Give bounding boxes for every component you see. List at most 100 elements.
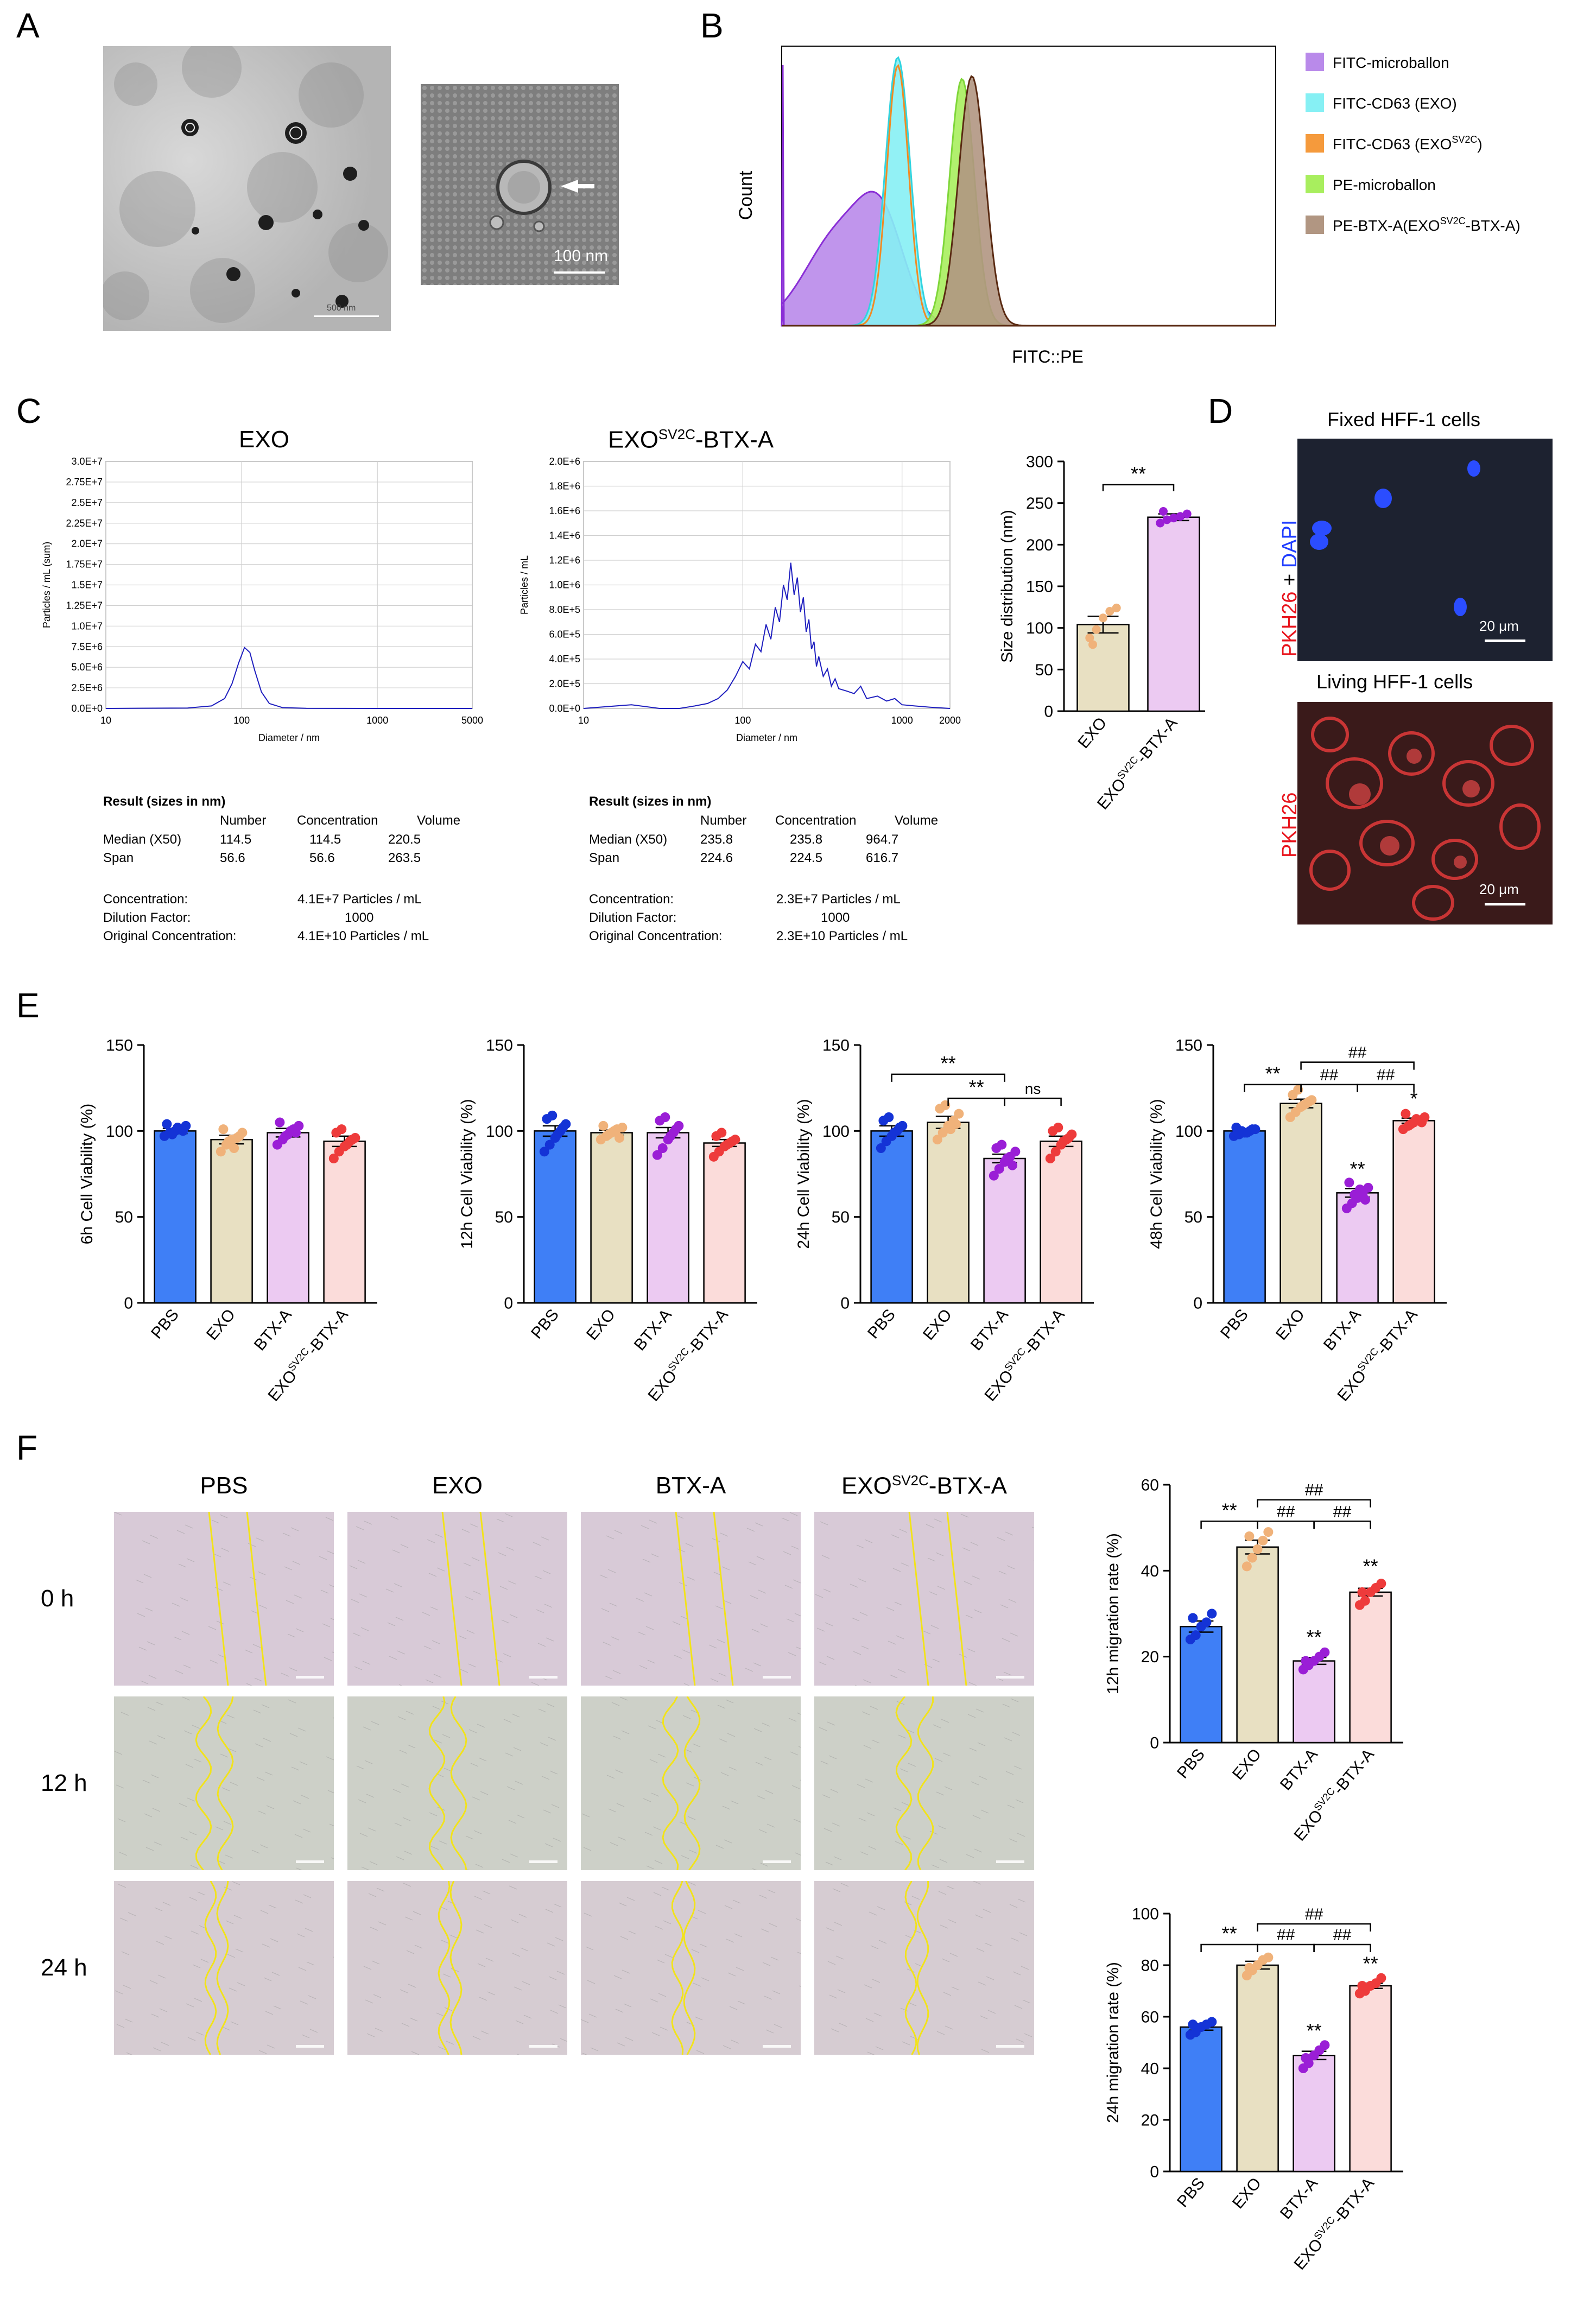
data-point xyxy=(224,1136,234,1147)
wound-image-r1-c1 xyxy=(347,1696,567,1873)
nta-btx-hdr-vol: Volume xyxy=(895,813,939,828)
y-tick-label: 0 xyxy=(504,1295,513,1313)
nta-y-tick: 1.0E+7 xyxy=(71,620,103,631)
tem-scale-text-right: 100 nm xyxy=(554,247,609,265)
data-point xyxy=(1355,1185,1365,1194)
nta-y-tick: 4.0E+5 xyxy=(549,654,580,664)
nta-x-tick: 100 xyxy=(233,715,250,726)
significance-label: ** xyxy=(969,1076,984,1098)
significance-label: ## xyxy=(1348,1044,1367,1062)
significance-label: ## xyxy=(1277,1926,1295,1944)
wound-edge-right xyxy=(916,1880,929,2055)
nta-btx-hdr-number: Number xyxy=(700,813,747,828)
wound-edge-right xyxy=(246,1511,267,1686)
data-point xyxy=(216,1147,226,1157)
y-tick-label: 150 xyxy=(1026,578,1053,596)
nta-y-tick: 1.75E+7 xyxy=(66,559,103,570)
flow-legend-label-4: PE-BTX-A(EXOSV2C-BTX-A) xyxy=(1333,216,1521,234)
flow-histogram-4 xyxy=(782,75,1276,327)
significance-bracket xyxy=(1004,1097,1062,1106)
y-tick-label: 40 xyxy=(1141,1562,1159,1580)
nta-y-tick: 0.0E+0 xyxy=(549,703,580,714)
data-point xyxy=(1188,2019,1198,2030)
data-point xyxy=(1182,509,1192,518)
x-tick-label-0: PBS xyxy=(1174,1745,1208,1782)
data-point xyxy=(291,1128,301,1138)
nta-btx-orig-label: Original Concentration: xyxy=(589,929,723,943)
nta-exo-hdr-vol: Volume xyxy=(417,813,461,828)
significance-label: ** xyxy=(1131,463,1146,485)
bar-0 xyxy=(1180,1626,1222,1744)
y-axis-label: 24h migration rate (%) xyxy=(1104,1962,1122,2123)
wound-image-r2-c3 xyxy=(814,1880,1034,2056)
bar-1 xyxy=(590,1132,633,1304)
wound-scale-bar xyxy=(529,1676,558,1679)
data-point xyxy=(954,1109,964,1119)
data-point xyxy=(1156,518,1165,528)
y-tick-label: 20 xyxy=(1141,1648,1159,1666)
wound-edge-right xyxy=(449,1880,463,2055)
nta-x-tick: 10 xyxy=(578,715,589,726)
pkh26-cells xyxy=(1309,717,1541,921)
panel-label-c: C xyxy=(16,391,42,430)
nta-series-line xyxy=(583,562,951,709)
bar-2 xyxy=(983,1157,1026,1304)
data-point xyxy=(553,1129,563,1139)
panel-label-d: D xyxy=(1208,391,1233,430)
y-tick-label: 0 xyxy=(1044,703,1053,721)
y-axis-label: Size distribution (nm) xyxy=(998,510,1016,663)
nta-btx-span-label: Span xyxy=(589,851,620,865)
nta-btx-conc-label: Concentration: xyxy=(589,892,674,907)
data-point xyxy=(717,1128,727,1138)
data-point xyxy=(539,1147,549,1157)
nta-y-tick: 8.0E+5 xyxy=(549,604,580,615)
significance-label: ## xyxy=(1320,1066,1339,1084)
nta-x-tick: 1000 xyxy=(891,715,913,726)
x-tick-label-1: EXO xyxy=(1229,1745,1265,1783)
y-tick-label: 20 xyxy=(1141,2112,1159,2130)
data-point xyxy=(1247,1553,1257,1563)
nta-x-label: Diameter / nm xyxy=(736,732,797,743)
significance-bracket xyxy=(1300,1061,1415,1070)
x-tick-label-0: PBS xyxy=(148,1306,182,1342)
x-tick-label-0: EXO xyxy=(1074,714,1110,752)
x-tick-label-1: EXO xyxy=(1229,2174,1265,2212)
y-tick-label: 200 xyxy=(1026,536,1053,554)
bar-1 xyxy=(1147,516,1200,712)
x-tick-label-1: EXO xyxy=(583,1306,619,1344)
data-point xyxy=(1188,1613,1198,1623)
significance-bracket xyxy=(1257,1943,1315,1952)
significance-label: ## xyxy=(1377,1066,1395,1084)
y-tick-label: 100 xyxy=(106,1123,133,1141)
data-point xyxy=(1099,613,1107,623)
data-point xyxy=(1002,1154,1012,1163)
wound-edge-left xyxy=(441,1511,463,1686)
nta-exo-median-vol: 220.5 xyxy=(388,832,421,847)
nta-exo-results: Result (sizes in nm) xyxy=(103,794,226,809)
nta-y-tick: 2.75E+7 xyxy=(66,477,103,487)
arrow-icon xyxy=(561,180,578,193)
x-tick-label-2: BTX-A xyxy=(1277,1745,1321,1794)
wound-edge-right xyxy=(217,1696,234,1871)
nta-btx-span-conc: 224.5 xyxy=(790,851,823,865)
bar-0 xyxy=(534,1130,577,1304)
wound-edge-left xyxy=(195,1696,212,1871)
data-point xyxy=(1169,514,1178,523)
nta-exo-hdr-number: Number xyxy=(220,813,267,828)
flow-x-label: FITC::PE xyxy=(1012,347,1084,366)
viability-48h-chart: 0 50 100 150 48h Cell Viability (%) PBS EXO BTX… xyxy=(1148,1037,1447,1405)
data-point xyxy=(660,1112,670,1122)
data-point xyxy=(1357,1981,1367,1991)
wound-row-label-0: 0 h xyxy=(41,1585,74,1612)
y-tick-label: 150 xyxy=(822,1037,850,1055)
data-point xyxy=(1045,1154,1055,1163)
nta-y-tick: 2.0E+6 xyxy=(549,456,580,467)
bar-1 xyxy=(1279,1103,1322,1304)
nta-x-label: Diameter / nm xyxy=(258,732,320,743)
data-point xyxy=(1207,2017,1217,2027)
data-point xyxy=(1252,1544,1263,1554)
flow-legend-swatch-1 xyxy=(1306,93,1324,112)
wound-scale-bar xyxy=(529,1860,558,1863)
wound-edge-left xyxy=(438,1880,451,2055)
data-point xyxy=(598,1120,609,1131)
